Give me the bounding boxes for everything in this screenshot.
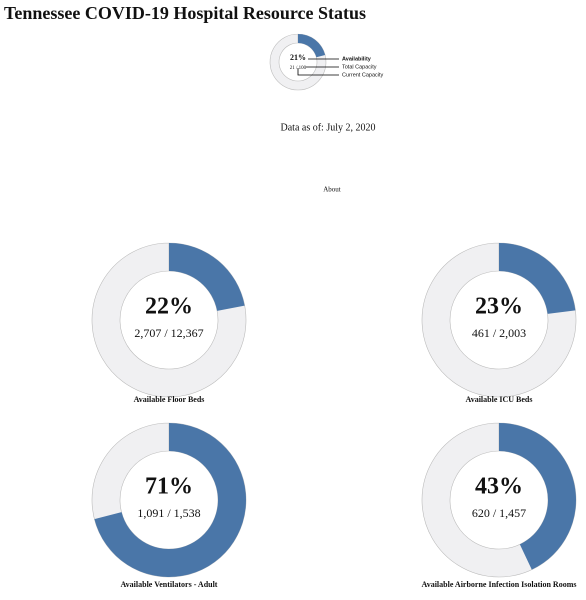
count-label: 1,091 / 1,538 (137, 506, 200, 520)
page-title: Tennessee COVID-19 Hospital Resource Sta… (4, 3, 366, 23)
donut-arc (298, 34, 326, 58)
count-label: 461 / 2,003 (472, 326, 526, 340)
donut-arc (94, 423, 246, 577)
date-text: Data as of: July 2, 2020 (281, 122, 376, 133)
annotation-label: Total Capacity (342, 64, 377, 70)
annotation-label: Current Capacity (342, 72, 384, 78)
chart-title: Available Ventilators - Adult (121, 580, 218, 589)
donut-arc (499, 423, 576, 570)
percent-label: 71% (145, 474, 193, 500)
annotation-line (297, 68, 339, 76)
donut-arc (169, 243, 245, 311)
percent-label: 23% (475, 294, 523, 320)
count-label: 620 / 1,457 (472, 506, 526, 520)
chart-title: Available Airborne Infection Isolation R… (422, 580, 577, 589)
percent-label: 22% (145, 294, 193, 320)
about-link[interactable]: About (323, 186, 341, 194)
annotation-label: Availability (342, 56, 372, 62)
chart-title: Available Floor Beds (134, 395, 205, 404)
donut-arc (499, 243, 576, 314)
percent-label: 21% (290, 53, 306, 62)
count-label: 2,707 / 12,367 (134, 326, 203, 340)
percent-label: 43% (475, 474, 523, 500)
chart-title: Available ICU Beds (466, 395, 533, 404)
